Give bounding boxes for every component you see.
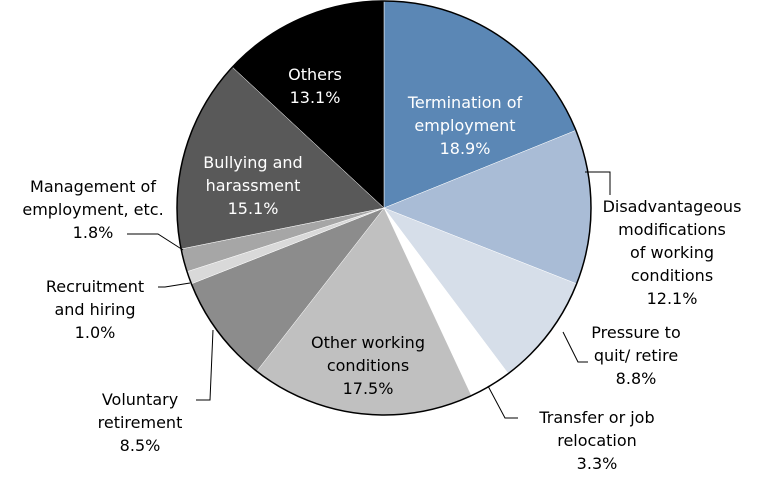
slice-label: Recruitment and hiring	[46, 277, 144, 319]
pie-outline	[176, 0, 592, 416]
leader-line	[158, 282, 191, 288]
leader-line	[127, 233, 184, 251]
slice-label: Disadvantageous modifications of working co…	[603, 197, 742, 285]
slice-label: Management of employment, etc.	[22, 177, 163, 219]
value-label: 17.5%	[343, 379, 394, 398]
value-label: 8.8%	[616, 369, 657, 388]
slice-label: Bullying and harassment	[203, 153, 302, 195]
slice-label: Other working conditions	[311, 333, 425, 375]
slice-label: Voluntary retirement	[98, 390, 183, 432]
value-label: 18.9%	[440, 139, 491, 158]
leader-line	[196, 329, 214, 401]
leader-line	[562, 331, 588, 363]
value-label: 12.1%	[647, 289, 698, 308]
leader-line	[487, 385, 518, 419]
value-label: 13.1%	[290, 88, 341, 107]
leader-line	[585, 171, 611, 195]
slice-label: Termination of employment	[407, 93, 523, 135]
value-label: 1.0%	[75, 323, 116, 342]
value-label: 8.5%	[120, 436, 161, 455]
slice-label: Others	[288, 65, 342, 84]
slice-label: Pressure to quit/ retire	[591, 323, 680, 365]
value-label: 3.3%	[577, 454, 618, 473]
value-label: 1.8%	[73, 223, 114, 242]
value-label: 15.1%	[228, 199, 279, 218]
slice-label: Transfer or job relocation	[538, 408, 654, 450]
